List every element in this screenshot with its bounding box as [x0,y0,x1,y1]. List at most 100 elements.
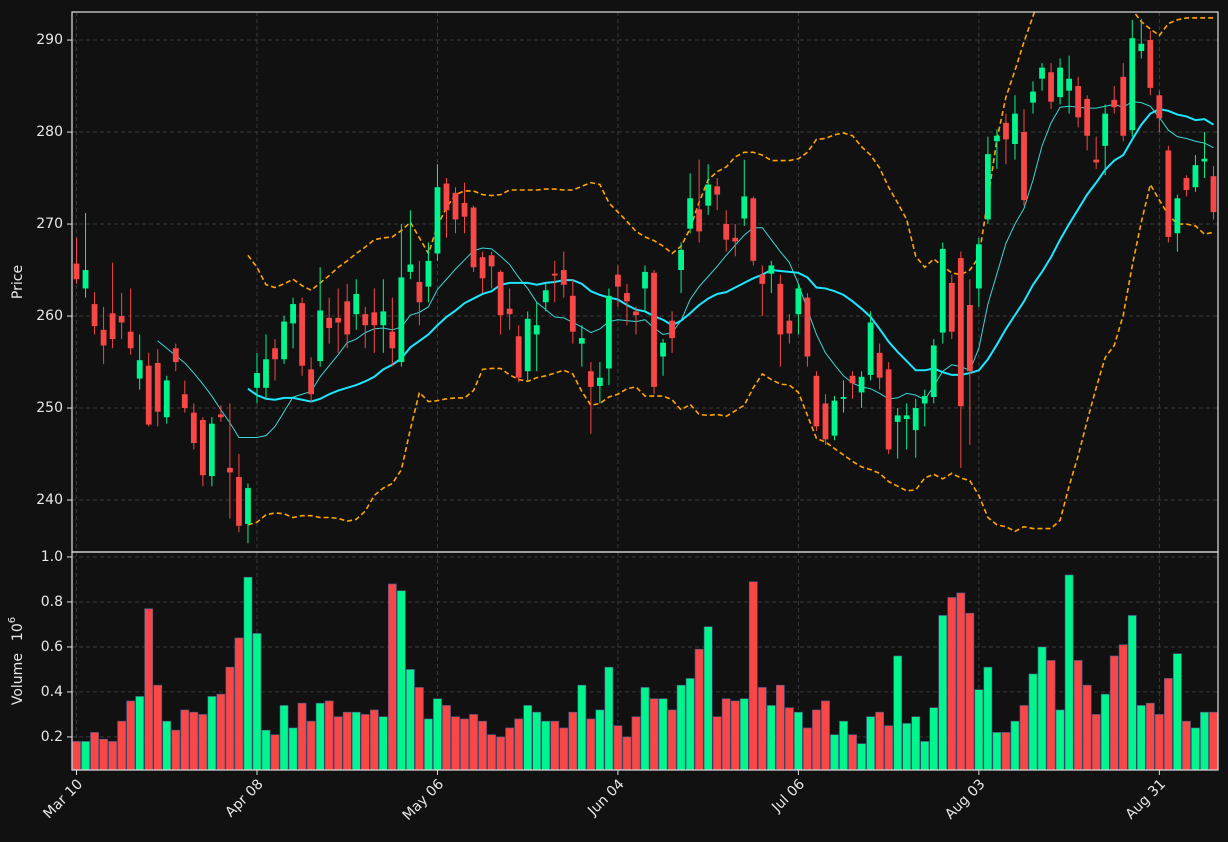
y-axis-label: Volume 106 [7,617,26,705]
volume-bar [1010,720,1020,770]
volume-bar [911,716,921,770]
volume-bar [288,727,298,770]
candle-body [362,314,369,326]
candle-body [669,320,675,339]
y-tick-label: 0.8 [41,594,63,610]
volume-bar [920,741,930,770]
candle-body [994,135,1000,142]
volume-bar [72,741,81,770]
candle-body [1093,159,1100,163]
candle-body [353,293,360,315]
candle-body [903,415,910,420]
candle-body [245,488,251,524]
candle-body [73,263,80,280]
volume-bar [902,723,912,770]
y-tick-label: 290 [36,32,63,48]
y-tick-label: 0.4 [41,684,63,700]
candle-body [1030,91,1036,103]
volume-bar [324,700,334,770]
candle-body [497,271,504,316]
candle-body [1102,113,1109,146]
volume-bar [1182,720,1191,770]
offset-base: 10 [10,623,26,641]
volume-bar [757,687,767,770]
volume-bar [550,720,560,770]
candle-body [290,304,296,324]
volume-bar [685,678,695,770]
candle-body [317,310,324,362]
volume-bar [848,734,857,770]
candle-body [560,270,567,285]
volume-bar [424,718,433,770]
volume-bar [631,716,641,770]
candle-body [254,373,260,388]
volume-bar [739,698,749,770]
candle-body [1138,43,1145,52]
y-tick-label: 280 [36,124,63,140]
candle-body [786,320,793,334]
candle-body [876,352,883,378]
volume-bar [1073,660,1083,770]
candle-body [1021,132,1027,201]
volume-bar [956,592,966,770]
panel-frame [71,551,1219,771]
candle-body [407,264,414,272]
volume-bar [812,709,821,770]
volume-bar [1164,678,1173,770]
candle-body [1057,67,1063,98]
volume-bar [342,711,352,770]
candle-body [236,477,242,526]
volume-bar [514,718,524,770]
volume-bar [1091,714,1101,770]
candle-body [1075,86,1082,118]
volume-bar [108,741,117,770]
candle-body [506,308,513,315]
volume-bar [1145,702,1155,770]
volume-bar [478,720,487,770]
candle-body [533,325,540,335]
volume-bar [433,698,442,770]
volume-bar [947,597,957,770]
y-axis-label-text: Price [10,265,26,299]
candle-body [1120,76,1127,136]
candle-body [272,348,278,360]
candle-body [939,248,946,333]
candle-body [118,316,125,323]
candle-body [723,224,730,240]
volume-bar [667,709,677,770]
candle-body [443,183,450,211]
volume-bar [974,689,984,770]
indicator-line [247,12,1214,292]
volume-bar [748,581,758,770]
volume-bar [207,696,217,770]
candle-body [461,202,468,217]
candle-body [281,321,287,360]
candle-body [587,371,594,387]
candle-body [181,394,188,409]
volume-bar [613,725,623,770]
volume-bar [1209,711,1218,770]
volume-bar [821,700,830,770]
candle-body [1192,165,1199,188]
indicator-line [247,182,1214,533]
volume-bar [469,714,478,770]
volume-bar [406,669,415,770]
candle-body [127,331,134,349]
candle-body [371,312,378,326]
volume-bar [965,612,975,770]
candle-body [488,255,495,267]
candle-body [930,345,937,397]
volume-bar [884,725,893,770]
candle-body [335,317,342,323]
candle-body [596,377,603,386]
volume-bar [622,736,632,770]
volume-bar [893,655,903,770]
candle-body [91,304,98,327]
volume-bar [803,727,812,770]
volume-bar [1118,644,1128,770]
volume-bar [992,732,1002,770]
volume-bar [99,738,108,770]
candle-body [263,359,269,388]
volume-bar [243,576,253,770]
volume-bar [306,720,316,770]
